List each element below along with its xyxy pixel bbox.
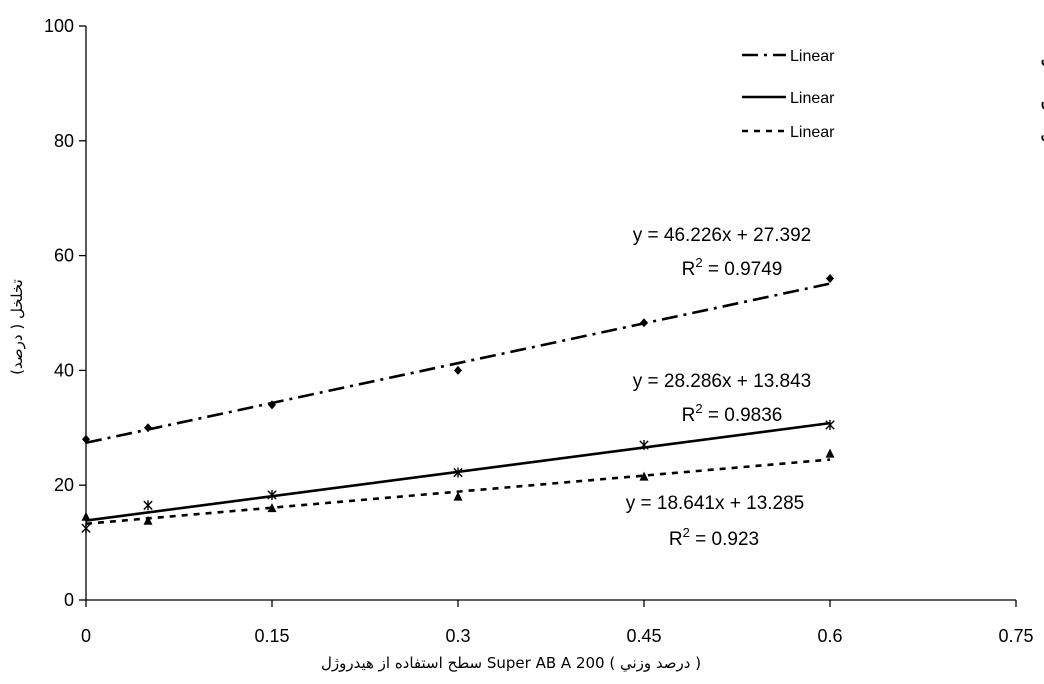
data-point-series-2 (267, 489, 277, 500)
data-point-series-2 (453, 467, 463, 478)
data-point-series-3 (267, 503, 277, 513)
y-axis-label: تخلخل ( درصد) (8, 279, 26, 375)
data-point-series-1 (268, 400, 276, 410)
data-point-series-3 (453, 491, 463, 501)
data-point-series-1 (826, 274, 834, 284)
data-point-series-1 (454, 365, 462, 375)
x-tick-label: 0.6 (817, 626, 842, 646)
r-squared-series-2: R2 = 0.9836 (682, 401, 783, 426)
trendline-series-1 (85, 282, 831, 445)
y-tick-label: 40 (54, 360, 74, 380)
y-tick-label: 0 (64, 590, 74, 610)
data-point-series-2 (639, 440, 649, 451)
y-tick-label: 20 (54, 475, 74, 495)
x-tick-label: 0.75 (998, 626, 1033, 646)
data-point-series-1 (640, 318, 648, 328)
trendline-equations: y = 46.226x + 27.392 R2 = 0.9749 y = 28.28… (626, 225, 812, 550)
trendlines (85, 282, 831, 526)
equation-series-1: y = 46.226x + 27.392 (633, 225, 812, 246)
y-tick-label: 80 (54, 131, 74, 151)
data-point-series-3 (81, 511, 91, 521)
legend-series-name: تخلخل تهويه اي (1040, 120, 1044, 144)
data-point-series-3 (639, 471, 649, 481)
legend-series-name: تخلخل کل (1040, 44, 1044, 68)
legend-trend-label: Linear (790, 90, 835, 107)
x-tick-label: 0.45 (626, 626, 661, 646)
y-tick-label: 60 (54, 246, 74, 266)
data-point-series-1 (82, 434, 90, 444)
legend-series-name: تخلخل موين (1040, 86, 1044, 110)
x-axis-label: سطح استفاده از هيدروژل Super AB A 200 ( … (321, 654, 701, 673)
data-point-series-3 (143, 515, 153, 525)
axes: 0 20 40 60 80 100 0 0.15 0.3 0.45 0.6 0.75 سطح استفا… (8, 16, 1034, 673)
legend: Linear تخلخل کل Linear تخلخل موين Linear تخلخ… (742, 44, 1044, 144)
equation-series-3: y = 18.641x + 13.285 (626, 493, 805, 514)
data-point-series-3 (825, 448, 835, 458)
x-tick-label: 0.3 (445, 626, 470, 646)
data-markers (81, 274, 835, 534)
data-point-series-2 (825, 419, 835, 430)
x-tick-label: 0.15 (254, 626, 289, 646)
legend-trend-label: Linear (790, 124, 835, 141)
r-squared-series-3: R2 = 0.923 (669, 525, 759, 550)
trendline-series-3 (85, 458, 831, 526)
data-point-series-2 (143, 500, 153, 511)
legend-trend-label: Linear (790, 48, 835, 65)
data-point-series-1 (144, 423, 152, 433)
x-tick-label: 0 (81, 626, 91, 646)
data-point-series-2 (81, 523, 91, 534)
equation-series-2: y = 28.286x + 13.843 (633, 371, 812, 392)
r-squared-series-1: R2 = 0.9749 (682, 255, 783, 280)
y-tick-label: 100 (44, 16, 74, 36)
